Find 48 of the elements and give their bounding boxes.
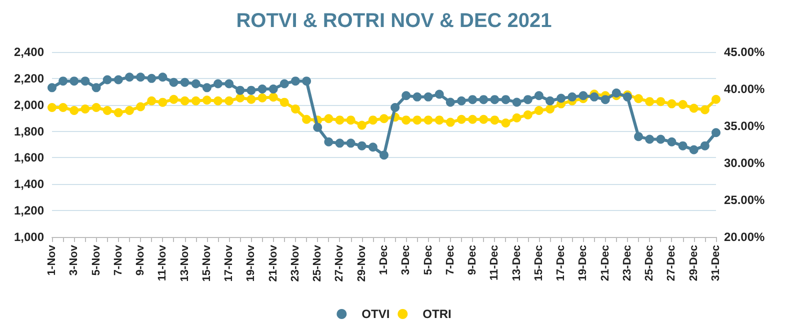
x-tick-label: 7-Nov xyxy=(112,244,124,276)
x-tick-label: 15-Dec xyxy=(532,245,545,282)
y-tick-label: 2,200 xyxy=(14,71,44,86)
x-tick-label: 3-Dec xyxy=(400,245,412,275)
y-tick-label: 1,400 xyxy=(14,177,44,192)
x-tick-label: 17-Dec xyxy=(555,245,568,282)
y2-tick-label: 20.00% xyxy=(724,230,766,244)
x-tick-label: 1-Dec xyxy=(378,245,390,275)
chart-title: ROTVI & ROTRI NOV & DEC 2021 xyxy=(236,10,552,32)
x-tick-label: 3-Nov xyxy=(68,244,80,276)
x-tick-label: 23-Nov xyxy=(289,244,302,282)
x-tick-label: 9-Nov xyxy=(134,244,147,276)
x-tick-label: 17-Nov xyxy=(223,244,236,282)
y2-tick-label: 30.00% xyxy=(724,156,766,170)
x-tick-label: 21-Dec xyxy=(599,245,612,282)
y2-tick-label: 25.00% xyxy=(724,193,766,207)
x-tick-label: 25-Dec xyxy=(644,245,656,282)
x-tick-label: 13-Dec xyxy=(510,245,523,282)
x-tick-label: 15-Nov xyxy=(200,244,213,282)
x-tick-label: 31-Dec xyxy=(710,245,722,282)
x-tick-label: 27-Dec xyxy=(666,245,678,282)
y-tick-label: 1,000 xyxy=(14,230,44,244)
x-tick-label: 19-Dec xyxy=(577,245,590,282)
x-tick-label: 5-Dec xyxy=(422,245,434,275)
legend-label: OTRI xyxy=(422,307,452,321)
y-tick-label: 2,000 xyxy=(14,98,44,112)
x-tick-label: 19-Nov xyxy=(245,244,258,282)
x-tick-label: 23-Dec xyxy=(621,245,634,282)
x-tick-label: 27-Nov xyxy=(334,244,346,282)
x-tick-label: 13-Nov xyxy=(178,244,191,282)
y2-tick-label: 40.00% xyxy=(724,82,766,96)
x-tick-label: 5-Nov xyxy=(90,244,102,276)
x-tick-label: 21-Nov xyxy=(267,244,280,282)
x-tick-label: 9-Dec xyxy=(466,245,479,275)
y-tick-label: 2,400 xyxy=(14,45,44,59)
x-tick-label: 11-Dec xyxy=(488,245,501,280)
x-tick-label: 11-Nov xyxy=(156,244,169,282)
x-tick-label: 25-Nov xyxy=(312,244,324,282)
y-tick-label: 1,600 xyxy=(14,150,44,165)
x-tick-label: 29-Nov xyxy=(356,244,368,282)
x-tick-label: 1-Nov xyxy=(46,244,58,276)
legend-label: OTVI xyxy=(362,307,390,321)
y-tick-label: 1,200 xyxy=(14,204,44,218)
y2-tick-label: 35.00% xyxy=(724,119,766,133)
x-tick-label: 7-Dec xyxy=(444,245,456,275)
y2-tick-label: 45.00% xyxy=(724,45,766,59)
y-tick-label: 1,800 xyxy=(14,124,44,138)
x-tick-label: 29-Dec xyxy=(688,245,700,282)
